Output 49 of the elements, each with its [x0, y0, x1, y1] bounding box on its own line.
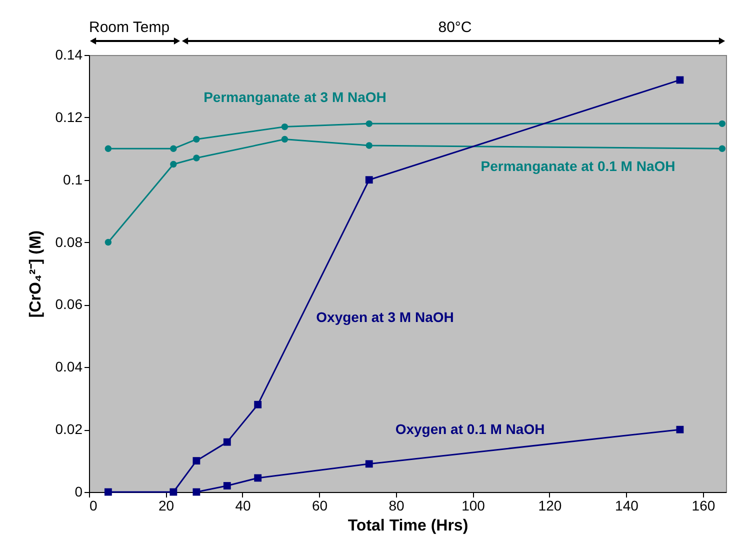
point: [365, 460, 373, 468]
point: [365, 176, 373, 184]
text: Room Temp: [89, 19, 170, 36]
x-tick-label: 140: [615, 498, 639, 514]
y-tick-label: 0.06: [55, 296, 83, 312]
y-tick-label: 0.04: [55, 358, 83, 375]
point: [192, 488, 200, 496]
series-label: Permanganate at 0.1 M NaOH: [480, 158, 676, 174]
series-label: Oxygen at 3 M NaOH: [316, 309, 454, 325]
y-tick-label: 0.02: [55, 421, 83, 438]
point: [676, 76, 684, 84]
point: [676, 426, 684, 434]
point: [170, 488, 178, 496]
point: [104, 238, 112, 246]
x-tick-label: 160: [692, 498, 716, 514]
point: [366, 120, 372, 128]
y-tick-label: 0: [74, 484, 83, 500]
point: [718, 120, 726, 128]
point: [254, 400, 262, 408]
y-tick-label: 0.12: [55, 108, 83, 125]
point: [281, 136, 288, 143]
point: [193, 136, 200, 143]
point: [104, 488, 112, 496]
x-tick-label: 20: [158, 498, 174, 514]
point: [718, 145, 726, 152]
point: [281, 123, 288, 130]
y-tick-label: 0.1: [63, 171, 83, 188]
x-axis-title: Total Time (Hrs): [348, 518, 468, 534]
x-tick-label: 80: [388, 498, 404, 514]
series-label: Permanganate at 3 M NaOH: [204, 89, 386, 105]
y-tick-label: 0.14: [55, 46, 83, 62]
point: [170, 160, 177, 168]
point: [254, 474, 262, 482]
x-tick-label: 40: [235, 498, 251, 514]
x-tick-label: 0: [90, 498, 98, 514]
point: [223, 438, 231, 446]
x-tick-label: 120: [538, 498, 562, 514]
x-tick-label: 60: [312, 498, 328, 514]
point: [192, 457, 200, 464]
y-axis-title: [CrO₄²⁻] (M): [27, 230, 44, 318]
series-label: Oxygen at 0.1 M NaOH: [395, 421, 545, 437]
point: [193, 154, 200, 162]
y-tick-label: 0.08: [55, 234, 83, 250]
text: 80°C: [438, 19, 472, 36]
x-tick-label: 100: [462, 498, 486, 514]
point: [104, 145, 112, 152]
point: [223, 482, 231, 490]
point: [366, 142, 372, 149]
point: [170, 145, 177, 152]
